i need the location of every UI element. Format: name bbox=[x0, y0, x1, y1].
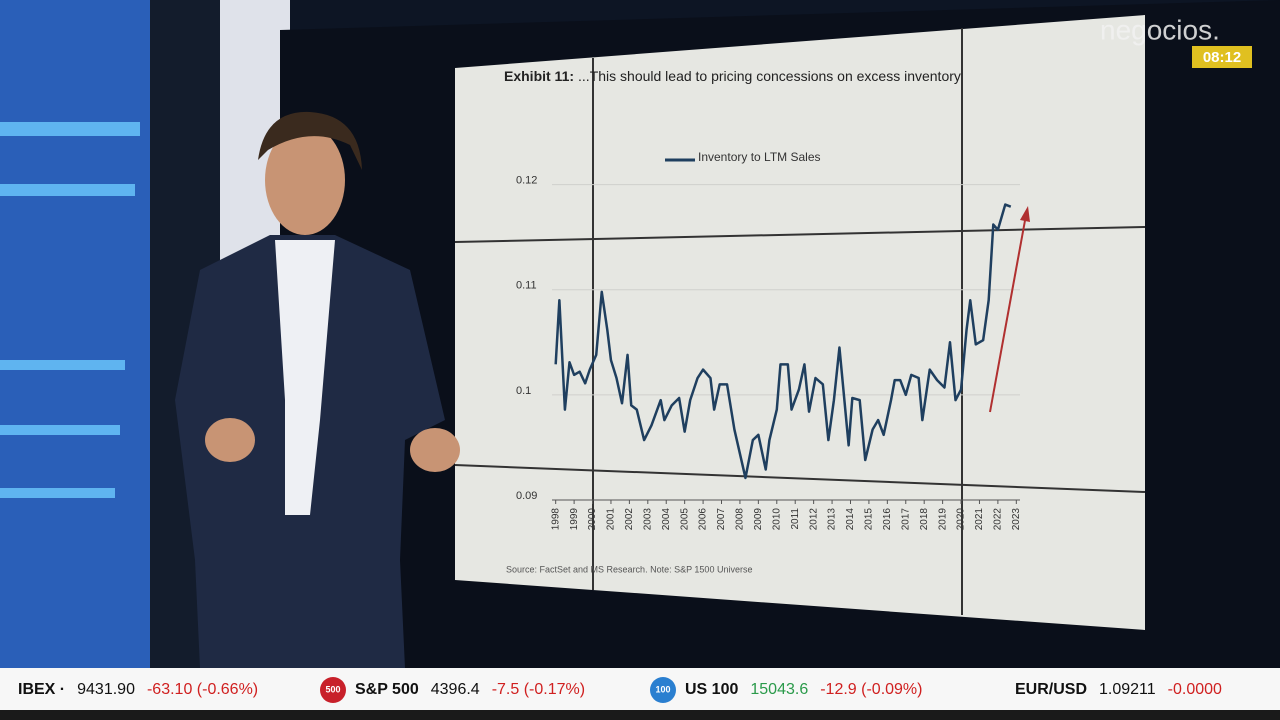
x-tick-label: 2002 bbox=[624, 508, 635, 531]
x-tick-label: 2016 bbox=[882, 508, 893, 531]
x-tick-label: 2012 bbox=[808, 508, 819, 531]
wall-stripe bbox=[0, 360, 125, 370]
x-tick-label: 1999 bbox=[569, 508, 580, 531]
x-tick-label: 2007 bbox=[716, 508, 727, 531]
ticker-name: S&P 500 bbox=[355, 681, 419, 698]
wall-stripe bbox=[0, 488, 115, 498]
chart-subtitle: ...This should lead to pricing concessio… bbox=[578, 68, 961, 84]
x-tick-label: 2003 bbox=[642, 508, 653, 531]
x-tick-label: 2008 bbox=[735, 508, 746, 531]
x-tick-label: 2017 bbox=[900, 508, 911, 531]
blue-wall bbox=[0, 0, 150, 668]
legend-label: Inventory to LTM Sales bbox=[698, 150, 821, 164]
x-tick-label: 2020 bbox=[956, 508, 967, 531]
ticker-name: IBEX · bbox=[18, 681, 65, 698]
ticker-badge-label: 100 bbox=[655, 684, 670, 694]
ticker-price: 15043.6 bbox=[750, 681, 808, 698]
x-tick-label: 2004 bbox=[661, 508, 672, 531]
hair bbox=[258, 111, 362, 170]
ticker-name: US 100 bbox=[685, 681, 738, 698]
x-tick-label: 2005 bbox=[679, 508, 690, 531]
wall-stripe bbox=[0, 184, 135, 196]
y-tick-label: 0.09 bbox=[516, 490, 537, 502]
shirt bbox=[275, 240, 335, 515]
wall-stripe bbox=[0, 122, 140, 136]
ticker-badge bbox=[320, 677, 346, 703]
y-tick-label: 0.12 bbox=[516, 174, 537, 186]
chart: 0.09 0.1 0.11 0.12 1998 1999 2000 2001 2002 2003 2… bbox=[506, 150, 1022, 574]
trend-arrow bbox=[989, 214, 1027, 413]
presenter bbox=[175, 111, 460, 668]
x-tick-label: 2001 bbox=[606, 508, 617, 531]
chart-heading: Exhibit 11: ...This should lead to pricin… bbox=[504, 66, 984, 86]
hand bbox=[205, 418, 255, 462]
arrow-head bbox=[1020, 206, 1030, 222]
ticker-bar bbox=[0, 668, 1280, 710]
x-tick-label: 2022 bbox=[993, 508, 1004, 531]
hand bbox=[410, 428, 460, 472]
x-tick-label: 2015 bbox=[864, 508, 875, 531]
x-tick-label: 2023 bbox=[1011, 508, 1022, 531]
x-tick-label: 2013 bbox=[827, 508, 838, 531]
x-tick-label: 2018 bbox=[919, 508, 930, 531]
x-tick-label: 2009 bbox=[753, 508, 764, 531]
ticker-change: -0.0000 bbox=[1168, 681, 1222, 698]
ticker-base bbox=[0, 710, 1280, 720]
ticker-badge-label: 500 bbox=[325, 684, 340, 694]
chart-title: Exhibit 11: bbox=[504, 68, 575, 84]
ticker-price: 4396.4 bbox=[431, 681, 480, 698]
ticker-price: 1.09211 bbox=[1099, 681, 1156, 698]
y-tick-label: 0.1 bbox=[516, 385, 531, 397]
data-line bbox=[554, 203, 1012, 480]
ticker-change: -7.5 (-0.17%) bbox=[492, 681, 585, 698]
ticker-change: -63.10 (-0.66%) bbox=[147, 681, 258, 698]
source-note: Source: FactSet and MS Research. Note: S… bbox=[506, 564, 752, 574]
clock: 08:12 bbox=[1203, 49, 1241, 66]
ticker-name: EUR/USD bbox=[1015, 681, 1087, 698]
x-tick-label: 2014 bbox=[845, 508, 856, 531]
screen-seam bbox=[454, 226, 1146, 243]
x-tick-label: 2006 bbox=[698, 508, 709, 531]
wall-stripe bbox=[0, 425, 120, 435]
ticker-badge bbox=[650, 677, 676, 703]
x-tick-label: 2021 bbox=[974, 508, 985, 531]
x-tick-label: 2011 bbox=[790, 508, 801, 530]
x-tick-label: 1998 bbox=[550, 508, 561, 531]
clock-box bbox=[1192, 46, 1252, 68]
face bbox=[265, 125, 345, 235]
x-tick-label: 2019 bbox=[937, 508, 948, 531]
ticker-price: 9431.90 bbox=[77, 681, 135, 698]
y-tick-label: 0.11 bbox=[516, 280, 537, 292]
chart-screen bbox=[455, 15, 1145, 630]
channel-logo: negocios. bbox=[1100, 14, 1220, 45]
x-tick-label: 2010 bbox=[771, 508, 782, 531]
ticker: IBEX · 9431.90 -63.10 (-0.66%) 500 S&P 500 43… bbox=[18, 677, 1222, 703]
x-tick-label: 2000 bbox=[587, 508, 598, 531]
ticker-change: -12.9 (-0.09%) bbox=[820, 681, 922, 698]
screen-seam bbox=[454, 464, 1146, 493]
